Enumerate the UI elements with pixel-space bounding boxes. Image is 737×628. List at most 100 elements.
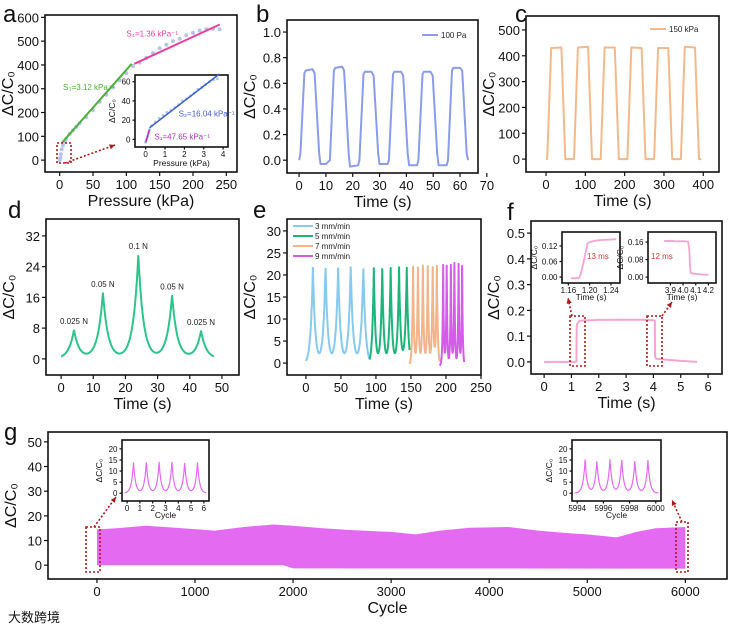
panel-b: b 0 10 20 30 40 50 60 70 0.0 0.2 0.4 0.6 0.8 1.0 Time (… xyxy=(242,1,494,211)
y-axis-title: ΔC/C₀ xyxy=(0,71,17,116)
x-tick-label: 2 xyxy=(182,150,187,159)
y-axis-title: ΔC/C₀ xyxy=(481,72,498,117)
x-tick-label: 2 xyxy=(595,379,602,394)
y-tick-label: 20 xyxy=(28,509,42,524)
y-tick-label: 0.3 xyxy=(507,278,525,293)
peak-label: 0.1 N xyxy=(129,242,148,251)
y-tick-label: 400 xyxy=(498,49,520,64)
zoom-arrow xyxy=(93,496,117,528)
y-tick-label: 0.4 xyxy=(263,102,281,117)
y-tick-label: 24 xyxy=(26,260,40,275)
legend-label: 7 mm/min xyxy=(315,242,350,251)
x-axis-title: Time (s) xyxy=(597,395,655,412)
y-tick-label: 0 xyxy=(113,489,118,498)
zoom-arrow xyxy=(661,301,673,317)
y-tick-label: 10 xyxy=(267,312,281,327)
y-axis-title: ΔC/C₀ xyxy=(544,458,554,482)
x-tick-label: 100 xyxy=(115,177,137,192)
y-axis-title: ΔC/C₀ xyxy=(486,275,503,320)
y-tick-label: 0.08 xyxy=(628,256,644,265)
inset-bg xyxy=(562,232,620,283)
slope-label: S₂=16.04 kPa⁻¹ xyxy=(179,109,235,118)
x-tick-label: 50 xyxy=(215,380,229,395)
panel-g: g0 1000 2000 3000 4000 5000 600001020304050Cyc… xyxy=(3,419,728,625)
x-tick-label: 0 xyxy=(295,178,302,193)
x-tick-label: 0 xyxy=(58,380,65,395)
x-tick-label: 40 xyxy=(183,380,197,395)
x-tick-label: 4 xyxy=(221,150,226,159)
y-tick-label: 0 xyxy=(274,356,281,371)
peak-label: 0.05 N xyxy=(91,280,115,289)
panel-c: c 0 100 200 300 400 0 100 200 300 400 500 Time (s) ΔC… xyxy=(481,1,720,210)
y-tick-label: 32 xyxy=(26,229,40,244)
y-tick-label: 16 xyxy=(26,290,40,305)
peak-label: 0.025 N xyxy=(60,317,88,326)
x-tick-label: 5998 xyxy=(621,504,639,513)
x-tick-label: 20 xyxy=(345,178,359,193)
x-axis-title: Cycle xyxy=(367,600,407,617)
watermark: 大数跨境 xyxy=(8,610,60,625)
x-tick-label: 0 xyxy=(56,177,63,192)
data-point xyxy=(197,28,202,33)
x-tick-label: 1000 xyxy=(181,584,210,599)
x-tick-label: 6000 xyxy=(671,584,700,599)
x-tick-label: 30 xyxy=(150,380,164,395)
arrow-head-icon xyxy=(666,302,672,308)
x-tick-label: 5996 xyxy=(595,504,613,513)
y-tick-label: 50 xyxy=(28,435,42,450)
series-line xyxy=(544,318,698,363)
data-point xyxy=(157,46,162,51)
response-time-label: 13 ms xyxy=(587,252,609,261)
inset-bg xyxy=(135,75,228,147)
y-tick-label: 15 xyxy=(559,456,568,465)
y-tick-label: 5 xyxy=(113,478,118,487)
y-tick-label: 0.00 xyxy=(542,273,558,282)
x-tick-label: 150 xyxy=(400,380,422,395)
x-tick-label: 0 xyxy=(302,380,309,395)
x-tick-label: 3000 xyxy=(377,584,406,599)
y-tick-label: 0 xyxy=(126,135,131,144)
panel-d: d 0 10 20 30 40 50 0 8 16 24 32 Time (s) ΔC/C₀ 0.025 N… xyxy=(1,197,240,413)
x-tick-label: 6000 xyxy=(647,504,665,513)
y-tick-label: 600 xyxy=(17,10,39,25)
x-tick-label: 150 xyxy=(149,177,171,192)
y-tick-label: 60 xyxy=(122,78,131,87)
y-tick-label: 500 xyxy=(17,34,39,49)
x-tick-label: 4.1 xyxy=(690,286,702,295)
y-tick-label: 0.0 xyxy=(263,153,281,168)
y-tick-label: 30 xyxy=(267,224,281,239)
panel-f: f 0 1 2 3 4 5 6 0.0 0.1 0.2 0.3 0.4 0.5 Time (s) ΔC/C₀ 1… xyxy=(486,199,723,412)
fit-line-S4 xyxy=(133,23,221,65)
x-tick-label: 5 xyxy=(189,504,194,513)
zoom-region-box xyxy=(646,315,663,367)
arrow-head-icon xyxy=(566,298,572,304)
y-tick-label: 10 xyxy=(28,534,42,549)
data-point xyxy=(59,147,64,152)
data-point xyxy=(217,27,222,32)
y-tick-label: 25 xyxy=(267,246,281,261)
x-axis-title: Pressure (kPa) xyxy=(88,193,195,210)
x-tick-label: 4000 xyxy=(475,584,504,599)
zoom-arrow xyxy=(567,297,573,317)
y-tick-label: 100 xyxy=(498,126,520,141)
x-axis-title: Time (s) xyxy=(113,396,171,413)
y-tick-label: 0 xyxy=(35,558,42,573)
legend-label: 100 Pa xyxy=(441,31,467,40)
y-axis-title: ΔC/C₀ xyxy=(615,245,625,269)
y-tick-label: 5 xyxy=(274,334,281,349)
plot-frame xyxy=(47,431,728,580)
x-tick-label: 0 xyxy=(93,584,100,599)
x-axis-title: Cycle xyxy=(155,510,177,520)
zoom-region-box xyxy=(85,526,101,573)
y-tick-label: 0.2 xyxy=(263,128,281,143)
data-point xyxy=(58,155,63,160)
legend-label: 5 mm/min xyxy=(315,232,350,241)
x-tick-label: 6 xyxy=(704,379,711,394)
fit-line-S2 xyxy=(149,73,220,129)
x-axis-title: Time (s) xyxy=(355,396,413,413)
x-tick-label: 3 xyxy=(163,504,168,513)
y-tick-label: 500 xyxy=(498,23,520,38)
y-tick-label: 0.16 xyxy=(628,238,644,247)
y-axis-title: ΔC/C₀ xyxy=(242,74,259,119)
